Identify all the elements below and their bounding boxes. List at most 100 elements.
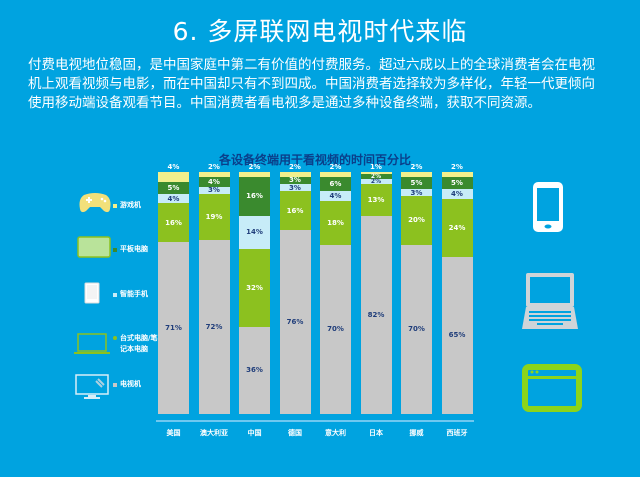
bar-segment — [158, 172, 189, 182]
bar-segment — [279, 172, 311, 177]
bar-segment: 5% — [401, 176, 432, 189]
bar-segment: 82% — [360, 215, 392, 414]
stacked-bar: 5% 4% 24% 65% — [441, 172, 473, 414]
top-value-label: 2% — [248, 163, 261, 171]
bar-segment: 19% — [198, 193, 230, 240]
segment-value-label: 4% — [208, 177, 220, 186]
segment-value-label: 4% — [451, 189, 463, 198]
stacked-bar: 5% 3% 20% 70% — [401, 172, 432, 414]
segment-value-label: 6% — [329, 180, 342, 189]
bar-segment: 5% — [158, 181, 189, 194]
segment-value-label: 70% — [327, 325, 344, 334]
bar-segment: 4% — [198, 176, 230, 187]
segment-value-label: 18% — [327, 218, 344, 227]
segment-value-label: 13% — [367, 195, 385, 204]
legend-item-pc: 台式电脑/笔 记本电脑 — [113, 333, 158, 355]
top-value-label: 4% — [167, 163, 180, 171]
tv-icon — [75, 374, 109, 399]
segment-value-label: 4% — [329, 192, 342, 201]
legend-swatch — [113, 247, 117, 252]
bar-segment — [360, 172, 392, 175]
stacked-bar: 6% 4% 18% 70% — [320, 172, 351, 414]
segment-value-label: 3% — [410, 188, 423, 197]
legend-label-line1: 台式电脑/笔 — [120, 334, 158, 342]
segment-value-label: 5% — [410, 178, 423, 187]
bar-segment: 16% — [158, 203, 189, 243]
segment-value-label: 3% — [289, 183, 301, 192]
top-value-label: 2% — [208, 163, 220, 171]
segment-value-label: 36% — [246, 366, 263, 375]
segment-value-label: 16% — [286, 206, 304, 215]
segment-value-label: 16% — [246, 192, 263, 201]
legend-item-console: 游戏机 — [113, 200, 141, 211]
bar-segment — [198, 172, 230, 177]
x-axis-label: 中国 — [247, 429, 262, 437]
top-value-label: 1% — [370, 163, 382, 171]
x-axis-label: 德国 — [288, 429, 302, 437]
smartphone-icon — [84, 282, 100, 304]
smartphone-icon — [533, 182, 563, 232]
stacked-bar: 4% 3% 19% 72% — [198, 172, 230, 414]
bar-segment — [441, 172, 473, 177]
segment-value-label: 2% — [370, 172, 382, 180]
segment-value-label: 3% — [208, 186, 220, 195]
x-axis-label: 美国 — [166, 429, 181, 437]
bar-segment — [401, 172, 432, 177]
legend-label: 游戏机 — [120, 201, 141, 209]
laptop-icon — [74, 333, 110, 354]
stacked-bar: 16% 14% 32% 36% — [239, 172, 270, 414]
bar-segment: 4% — [320, 191, 351, 202]
x-axis-line — [156, 420, 474, 422]
top-value-label: 2% — [289, 163, 301, 171]
legend-label: 智能手机 — [120, 290, 148, 298]
segment-value-label: 76% — [286, 318, 304, 326]
bar-segment: 70% — [320, 244, 351, 414]
x-axis-label: 日本 — [369, 429, 383, 437]
segment-value-label: 5% — [167, 183, 180, 192]
segment-value-label: 3% — [289, 176, 301, 185]
bar-segment: 13% — [360, 184, 392, 216]
bar-segment: 71% — [158, 242, 189, 414]
segment-value-label: 16% — [165, 218, 182, 227]
top-value-label: 2% — [451, 163, 463, 171]
x-axis-label: 挪威 — [409, 429, 424, 437]
stacked-bar: 5% 4% 16% 71% — [158, 172, 189, 414]
legend-label: 平板电脑 — [120, 245, 148, 253]
bar-segment: 72% — [198, 239, 230, 414]
bar-segment: 14% — [239, 215, 270, 250]
bar-segment: 5% — [441, 176, 473, 189]
bar-segment: 2% — [360, 172, 392, 180]
legend-item-tablet: 平板电脑 — [113, 244, 148, 255]
bar-segment: 16% — [239, 176, 270, 216]
segment-value-label: 70% — [408, 325, 425, 334]
stacked-bar: 3% 3% 16% 76% — [279, 172, 311, 414]
segment-value-label: 19% — [205, 212, 223, 221]
segment-value-label: 82% — [367, 310, 385, 319]
legend-swatch — [113, 203, 117, 208]
segment-value-label: 14% — [246, 228, 263, 237]
top-value-label: 2% — [410, 163, 423, 171]
legend-swatch — [113, 382, 117, 387]
bar-segment: 76% — [279, 230, 311, 414]
gamepad-icon — [79, 193, 111, 213]
segment-value-label: 65% — [448, 331, 466, 340]
legend-item-tv: 电视机 — [113, 379, 141, 390]
bar-segment: 3% — [198, 186, 230, 195]
segment-value-label: 4% — [167, 194, 180, 203]
segment-value-label: 71% — [165, 324, 182, 333]
chart-title: 各设备终端用于看视频的时间百分比 — [218, 153, 411, 167]
x-axis-label: 西班牙 — [446, 429, 468, 437]
slide-title: 6. 多屏联网电视时代来临 — [172, 17, 468, 46]
legend-label-line2: 记本电脑 — [120, 345, 148, 353]
tablet-icon — [77, 236, 111, 258]
browser-window-icon — [522, 364, 582, 412]
bar-segment: 24% — [441, 198, 473, 257]
bar-segment: 4% — [441, 188, 473, 199]
laptop-icon — [522, 273, 578, 329]
bar-segment: 2% — [360, 178, 392, 184]
slide-paragraph: 付费电视地位稳固，是中国家庭中第二有价值的付费服务。超过六成以上的全球消费者会在… — [28, 57, 595, 111]
bar-segment — [239, 172, 270, 177]
stacked-bar: 2% 2% 13% 82% — [360, 172, 392, 414]
segment-value-label: 72% — [205, 322, 223, 331]
segment-value-label: 32% — [246, 284, 263, 293]
